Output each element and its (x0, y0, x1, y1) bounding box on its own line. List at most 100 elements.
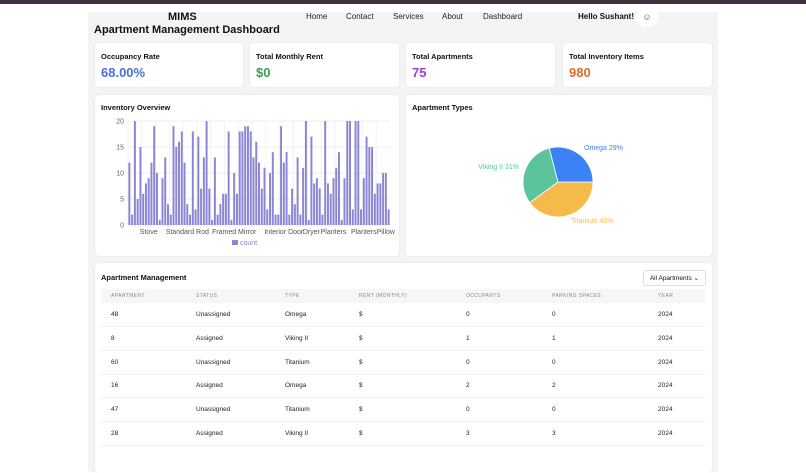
bar[interactable] (269, 173, 272, 225)
bar[interactable] (324, 121, 327, 225)
bar[interactable] (258, 162, 260, 225)
bar[interactable] (349, 121, 351, 225)
bar[interactable] (139, 147, 142, 225)
pie-slice[interactable] (548, 146, 594, 183)
nav-contact[interactable]: Contact (346, 12, 374, 21)
bar[interactable] (299, 214, 302, 225)
bar[interactable] (384, 173, 387, 225)
bar[interactable] (131, 214, 134, 225)
bar[interactable] (142, 193, 145, 225)
bar[interactable] (382, 173, 385, 225)
nav-services[interactable]: Services (393, 12, 424, 21)
bar[interactable] (233, 173, 236, 225)
bar[interactable] (178, 141, 180, 225)
bar[interactable] (227, 131, 230, 225)
table-row[interactable]: 28 Assigned Viking II $3 3 2024 (101, 421, 705, 446)
bar[interactable] (249, 131, 252, 225)
bar[interactable] (219, 204, 222, 225)
bar[interactable] (263, 167, 266, 225)
bar[interactable] (246, 126, 249, 225)
bar[interactable] (235, 193, 238, 225)
bar[interactable] (340, 219, 343, 225)
bar[interactable] (183, 162, 186, 225)
bar[interactable] (205, 121, 208, 225)
table-row[interactable]: 48 Unassigned Omega $0 0 2024 (101, 303, 705, 328)
bar[interactable] (271, 152, 274, 225)
bar[interactable] (368, 147, 371, 225)
bar[interactable] (169, 214, 172, 225)
bar[interactable] (357, 121, 360, 225)
bar[interactable] (153, 126, 156, 225)
bar[interactable] (376, 183, 379, 225)
table-row[interactable]: 16 Assigned Omega $2 2 2024 (101, 374, 705, 399)
bar[interactable] (144, 183, 147, 225)
bar[interactable] (387, 209, 390, 225)
bar[interactable] (291, 188, 294, 225)
bar[interactable] (266, 209, 269, 225)
bar[interactable] (288, 214, 291, 225)
bar[interactable] (158, 219, 161, 225)
apartment-filter-select[interactable]: All Apartments ⌄ (642, 270, 706, 286)
bar[interactable] (338, 152, 340, 225)
bar[interactable] (172, 126, 175, 225)
bar[interactable] (186, 204, 189, 225)
bar[interactable] (208, 188, 211, 225)
bar[interactable] (346, 121, 349, 225)
bar[interactable] (167, 204, 169, 225)
nav-about[interactable]: About (442, 12, 463, 21)
bar[interactable] (216, 214, 219, 225)
bar[interactable] (302, 167, 305, 225)
bar[interactable] (293, 204, 296, 225)
bar[interactable] (150, 162, 153, 225)
bar[interactable] (285, 152, 288, 225)
bar[interactable] (329, 193, 332, 225)
table-row[interactable]: 60 Unassigned Titanium $0 0 2024 (101, 350, 705, 375)
bar[interactable] (180, 131, 183, 225)
bar[interactable] (189, 214, 192, 225)
bar[interactable] (194, 209, 197, 225)
bar[interactable] (133, 121, 136, 225)
bar[interactable] (175, 147, 178, 225)
bar[interactable] (360, 209, 363, 225)
bar[interactable] (321, 214, 324, 225)
bar[interactable] (365, 136, 368, 225)
bar[interactable] (354, 121, 357, 225)
bar[interactable] (211, 219, 214, 225)
table-row[interactable]: 8 Assigned Viking II $1 1 2024 (101, 326, 705, 351)
table-row[interactable]: 47 Unassigned Titanium $0 0 2024 (101, 397, 705, 422)
bar[interactable] (282, 162, 285, 225)
bar[interactable] (362, 178, 365, 225)
bar[interactable] (202, 157, 205, 225)
bar[interactable] (238, 131, 241, 225)
bar[interactable] (315, 178, 318, 225)
bar[interactable] (280, 126, 283, 225)
bar[interactable] (277, 214, 280, 225)
bar[interactable] (371, 147, 374, 225)
bar[interactable] (136, 199, 139, 225)
bar[interactable] (343, 178, 346, 225)
bar[interactable] (244, 126, 247, 225)
bar[interactable] (307, 219, 310, 225)
bar[interactable] (164, 157, 167, 225)
bar[interactable] (241, 131, 244, 225)
bar[interactable] (373, 193, 376, 225)
bar[interactable] (296, 157, 299, 225)
bar[interactable] (128, 162, 131, 225)
bar[interactable] (260, 188, 263, 225)
bar[interactable] (313, 183, 316, 225)
bar[interactable] (161, 178, 164, 225)
bar[interactable] (379, 183, 382, 225)
bar[interactable] (191, 131, 194, 225)
bar[interactable] (318, 188, 321, 225)
bar[interactable] (332, 178, 335, 225)
nav-home[interactable]: Home (306, 12, 328, 21)
bar[interactable] (326, 183, 329, 225)
user-avatar-button[interactable]: ☺ (636, 7, 658, 27)
brand-logo[interactable]: MIMS (168, 11, 197, 23)
pie-slice[interactable] (522, 147, 559, 204)
bar[interactable] (147, 178, 150, 225)
bar[interactable] (155, 173, 158, 225)
bar[interactable] (252, 157, 255, 225)
bar[interactable] (230, 219, 233, 225)
bar[interactable] (200, 188, 203, 225)
